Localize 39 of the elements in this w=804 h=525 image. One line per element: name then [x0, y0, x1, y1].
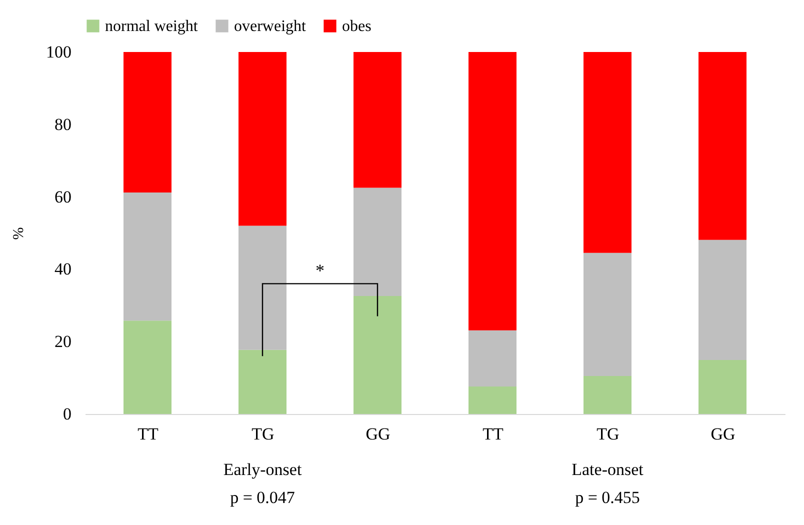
bar — [584, 52, 632, 253]
bar — [238, 52, 286, 226]
y-tick-label: 0 — [63, 404, 72, 424]
bar — [468, 330, 516, 386]
bar — [238, 226, 286, 350]
x-tick-label: TT — [482, 424, 504, 444]
bar — [124, 192, 172, 321]
legend-label: normal weight — [105, 18, 198, 35]
x-tick-label: TG — [252, 424, 274, 444]
y-tick-label: 20 — [54, 332, 72, 352]
bar — [698, 360, 746, 414]
bar — [124, 52, 172, 192]
x-tick-label: TT — [138, 424, 159, 444]
bar — [238, 350, 286, 414]
x-tick-label: GG — [710, 424, 736, 444]
legend-label: overweight — [234, 18, 307, 35]
text: p = 0.047 — [230, 488, 296, 507]
bar — [124, 320, 172, 414]
text: p = 0.455 — [575, 488, 640, 507]
bar — [354, 188, 402, 296]
y-tick-label: 40 — [54, 260, 72, 279]
bar — [584, 252, 632, 376]
text: Early-onset — [223, 460, 302, 479]
y-tick-label: 60 — [54, 187, 72, 206]
bar — [698, 52, 746, 240]
annotation: * — [316, 260, 324, 280]
x-tick-label: GG — [366, 424, 390, 444]
bar — [468, 52, 516, 330]
bar — [354, 52, 402, 188]
text: Late-onset — [572, 460, 644, 479]
x-tick-label: TG — [596, 424, 620, 444]
bar — [698, 240, 746, 360]
legend-label: obes — [342, 18, 372, 35]
y-tick-label: 80 — [54, 114, 72, 134]
bar — [468, 386, 516, 414]
bar — [354, 296, 402, 414]
bar — [584, 376, 632, 414]
y-tick-label: 100 — [46, 42, 72, 62]
y-axis-title: % — [11, 227, 27, 240]
